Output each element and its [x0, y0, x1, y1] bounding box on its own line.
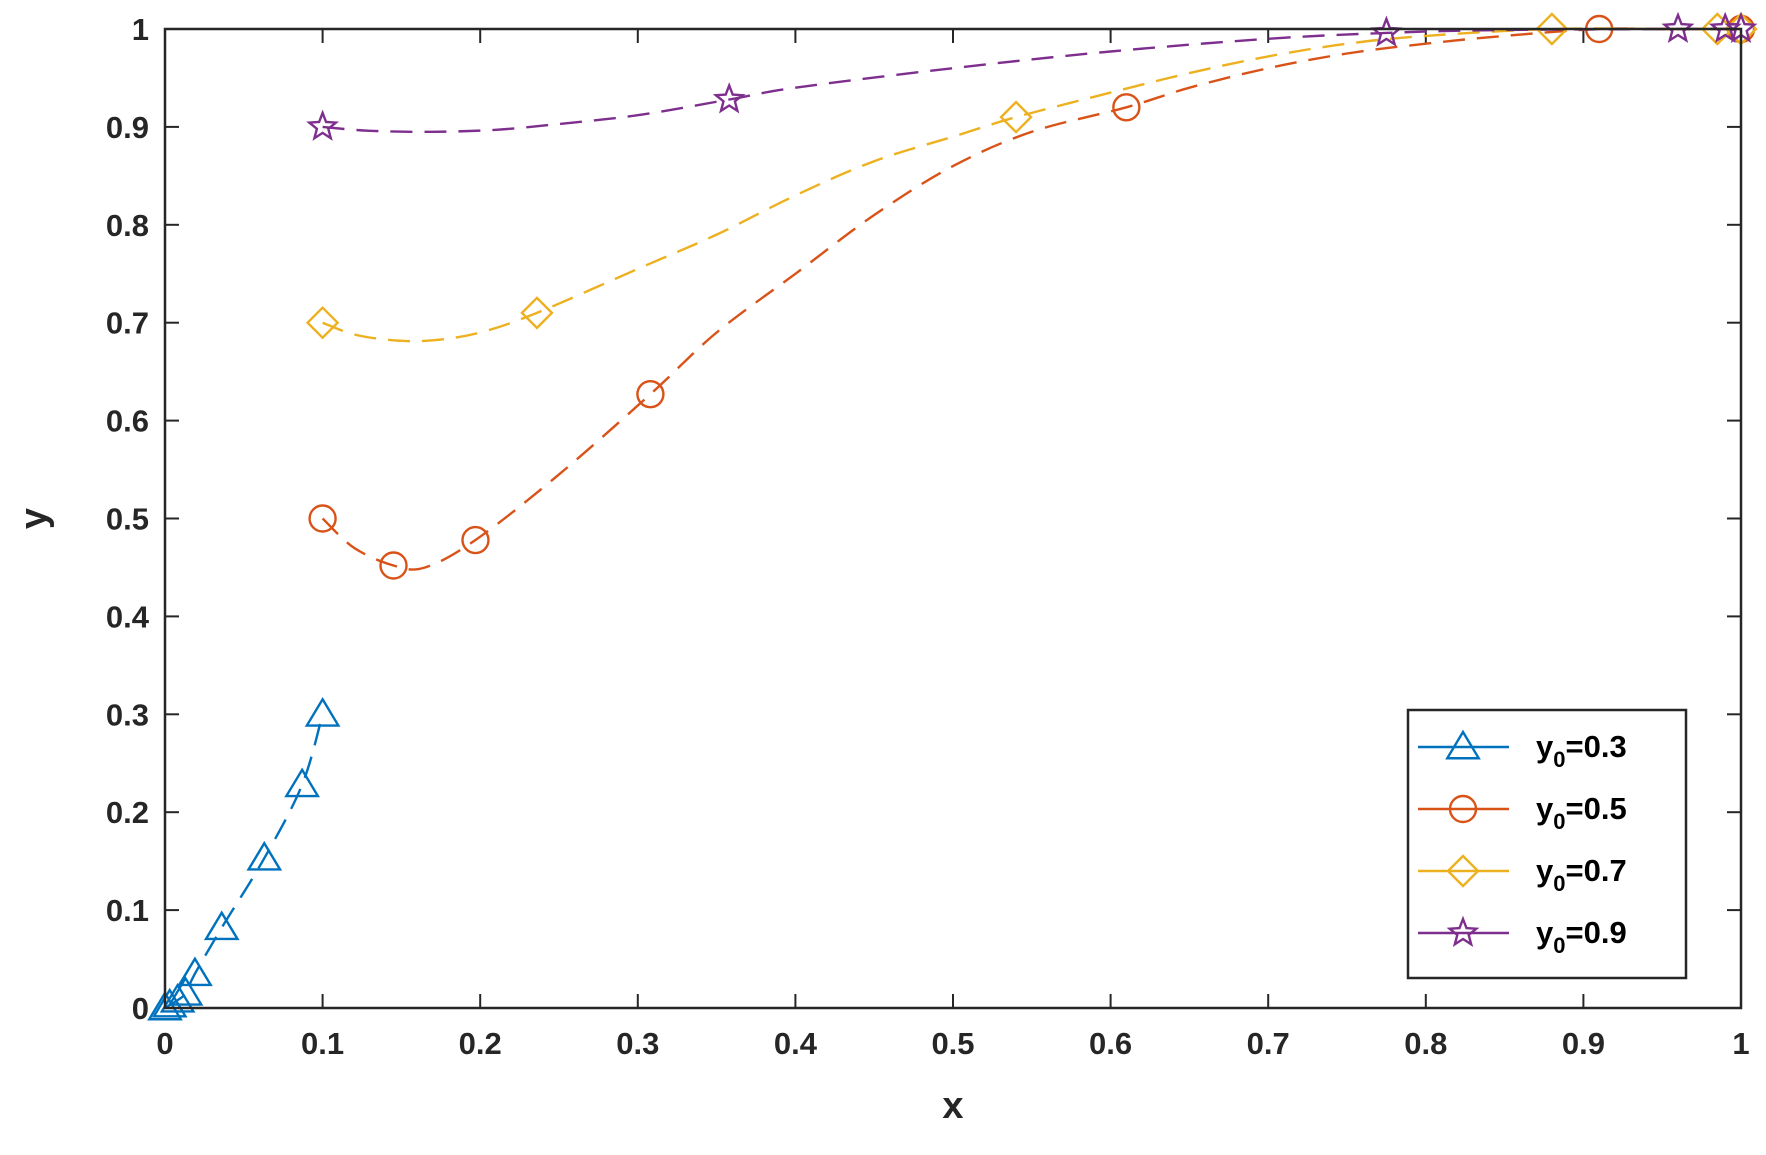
legend-entry: y0=0.3: [1418, 729, 1627, 772]
legend-marker: [1448, 794, 1478, 824]
x-tick-label: 0.4: [774, 1026, 818, 1061]
legend-marker: [1446, 915, 1480, 947]
y-tick-label: 0.1: [106, 893, 149, 928]
x-tick-label: 0.9: [1562, 1026, 1605, 1061]
legend-marker: [1445, 729, 1481, 760]
data-point: [305, 306, 340, 340]
data-point: [147, 990, 183, 1021]
data-point: [167, 975, 204, 1006]
legend-label: y0=0.5: [1536, 791, 1627, 834]
y-tick-label: 0.4: [106, 599, 150, 634]
data-point: [1112, 93, 1141, 122]
x-tick-label: 1: [1732, 1026, 1749, 1061]
data-point: [246, 840, 283, 871]
series-line: [322, 27, 1741, 134]
legend-entry: y0=0.9: [1418, 915, 1627, 958]
series-1: [147, 696, 341, 1021]
y-tick-label: 0: [132, 991, 149, 1026]
x-tick-label: 0.8: [1404, 1026, 1447, 1061]
data-point: [177, 956, 213, 987]
data-point: [284, 767, 320, 798]
series-line: [321, 27, 1741, 571]
y-tick-label: 0.9: [106, 110, 149, 145]
data-point: [712, 82, 746, 114]
data-point: [1535, 12, 1569, 46]
data-point: [308, 504, 337, 533]
legend-label: y0=0.9: [1536, 915, 1627, 958]
data-point: [159, 982, 196, 1013]
x-tick-label: 0.6: [1089, 1026, 1132, 1061]
legend-entry: y0=0.5: [1418, 791, 1627, 834]
legend-label: y0=0.7: [1536, 853, 1627, 896]
data-point: [151, 987, 188, 1018]
x-tick-label: 0.1: [301, 1026, 344, 1061]
y-tick-label: 0.7: [106, 306, 149, 341]
data-point: [304, 696, 341, 727]
y-tick-label: 0.6: [106, 404, 149, 439]
axis-ticks: 0 0.1 0.2 0.3 0.4 0.5 0.6 0.7 0.8 0.9 1 0 0.1 0.2 0.3 0…: [106, 12, 1750, 1061]
legend-marker: [1446, 854, 1480, 888]
x-tick-label: 0.2: [459, 1026, 502, 1061]
x-tick-label: 0.7: [1247, 1026, 1290, 1061]
data-point: [306, 109, 340, 141]
y-tick-label: 0.3: [106, 697, 149, 732]
data-point: [636, 379, 665, 409]
y-axis-label: y: [13, 508, 55, 529]
series-layer: [147, 11, 1758, 1021]
legend-label: y0=0.3: [1536, 729, 1627, 772]
data-point: [379, 551, 408, 580]
data-point: [203, 910, 240, 941]
x-tick-label: 0.3: [616, 1026, 659, 1061]
data-point: [999, 100, 1033, 134]
data-point: [520, 296, 554, 330]
x-tick-label: 0: [156, 1026, 173, 1061]
y-tick-label: 0.2: [106, 795, 149, 830]
x-tick-label: 0.5: [931, 1026, 974, 1061]
y-tick-label: 0.8: [106, 208, 149, 243]
x-axis-label: x: [942, 1085, 963, 1127]
legend-entry: y0=0.7: [1418, 853, 1627, 896]
data-point: [1661, 11, 1695, 43]
plot-frame: [163, 27, 1743, 1010]
y-tick-label: 0.5: [106, 502, 149, 537]
legend: y0=0.3 y0=0.5 y0=0.7 y0=0.9: [1406, 708, 1688, 980]
data-point: [461, 525, 490, 555]
y-tick-label: 1: [132, 12, 149, 47]
